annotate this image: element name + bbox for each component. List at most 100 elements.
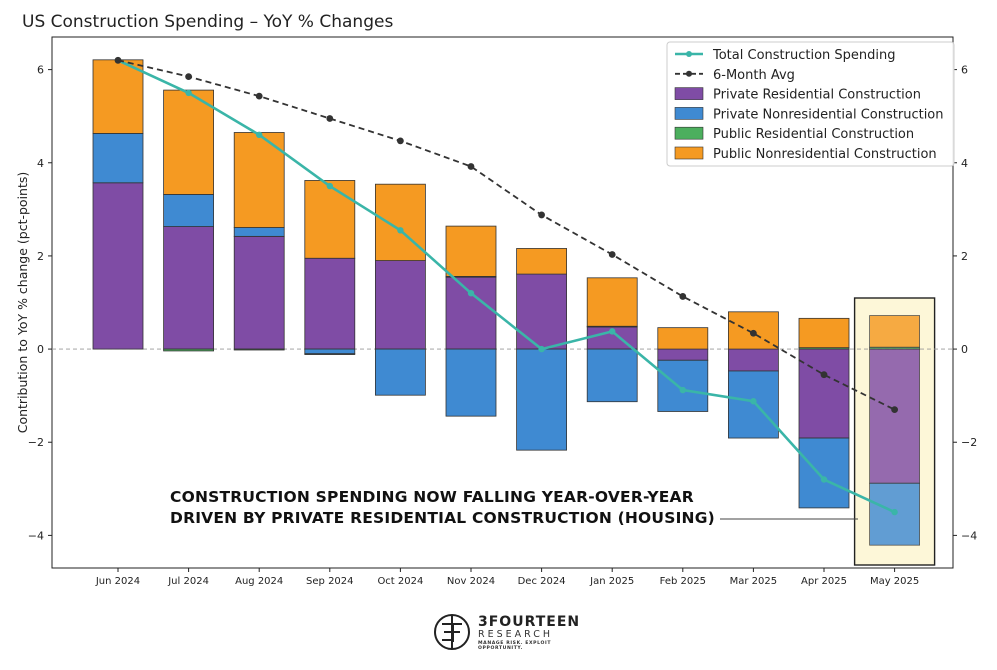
legend-box <box>666 41 955 167</box>
plot-frame <box>51 36 954 569</box>
avg-point <box>891 406 898 414</box>
bar-segment <box>798 317 850 349</box>
avg-point <box>255 92 263 100</box>
avg-point <box>538 211 545 219</box>
bar-segment <box>304 180 356 259</box>
x-tick-label: Aug 2024 <box>235 576 283 587</box>
y-axis-label: Contribution to YoY % change (pct-points… <box>15 172 30 434</box>
avg-point <box>185 73 193 80</box>
legend-label: Private Residential Construction <box>713 88 921 103</box>
logo-name: 3FOURTEEN <box>478 614 581 630</box>
y-tick-label-left: 6 <box>37 64 44 77</box>
total-point <box>326 182 333 190</box>
bar-segment <box>798 348 850 439</box>
avg-line <box>117 59 895 411</box>
bar-segment <box>869 315 920 348</box>
total-point <box>185 89 192 97</box>
total-point <box>256 131 263 139</box>
legend-swatch-bar <box>674 146 704 160</box>
annotation-line-1: CONSTRUCTION SPENDING NOW FALLING YEAR-O… <box>170 488 694 506</box>
legend-swatch-bar <box>674 126 704 140</box>
bars <box>92 59 920 546</box>
x-tick-label: Jul 2024 <box>167 576 209 587</box>
avg-point <box>326 115 334 122</box>
bar-segment <box>586 277 638 327</box>
avg-point <box>467 163 475 170</box>
bar-segment <box>516 273 567 350</box>
logo-tagline: MANAGE RISK. EXPLOIT OPPORTUNITY. <box>478 641 552 651</box>
lines <box>114 56 898 520</box>
bar-segment <box>233 227 285 237</box>
legend-swatch-marker <box>686 51 692 57</box>
logo: 3FOURTEEN RESEARCH MANAGE RISK. EXPLOIT … <box>432 612 592 656</box>
bar-segment <box>657 327 709 350</box>
avg-point <box>679 293 687 300</box>
total-point <box>397 227 404 234</box>
bar-segment <box>304 353 356 355</box>
bar-segment <box>163 89 215 195</box>
x-tick-label: Sep 2024 <box>306 576 353 587</box>
bar-segment <box>374 260 426 350</box>
avg-point <box>114 56 122 64</box>
x-tick-label: Nov 2024 <box>447 576 495 587</box>
legend-swatch-bar <box>674 87 704 100</box>
annotation-text: CONSTRUCTION SPENDING NOW FALLING YEAR-O… <box>170 487 715 529</box>
y-tick-label-left: −2 <box>28 436 44 449</box>
total-point <box>750 398 757 405</box>
x-tick-label: Apr 2025 <box>801 576 847 587</box>
y-tick-label-right: −4 <box>961 529 977 542</box>
x-tick-label: Mar 2025 <box>730 576 778 587</box>
y-tick-label-right: 0 <box>961 343 968 356</box>
total-point <box>609 328 616 335</box>
y-tick-label-left: 4 <box>37 157 44 170</box>
x-tick-label: May 2025 <box>870 576 919 587</box>
bar-segment <box>516 248 567 275</box>
bar-segment <box>163 348 215 352</box>
legend-swatch-bar <box>674 107 704 120</box>
bar-segment <box>728 348 779 372</box>
logo-subtitle: RESEARCH <box>478 629 554 640</box>
avg-point <box>820 371 828 379</box>
y-tick-label-right: 2 <box>961 250 968 263</box>
avg-point <box>750 329 757 337</box>
bar-segment <box>304 257 356 350</box>
bar-segment <box>92 182 144 350</box>
x-tick-label: Dec 2024 <box>518 576 566 587</box>
bar-segment <box>92 59 144 134</box>
bar-segment <box>445 276 497 350</box>
x-tick-label: Feb 2025 <box>660 576 706 587</box>
x-tick-label: Oct 2024 <box>377 576 423 587</box>
bar-segment <box>233 235 285 350</box>
bar-segment <box>163 226 215 350</box>
y-tick-label-left: −4 <box>28 529 44 542</box>
bar-segment <box>516 348 567 451</box>
avg-point <box>608 251 616 258</box>
legend-label: 6-Month Avg <box>713 68 795 83</box>
x-tick-label: Jan 2025 <box>589 576 634 587</box>
bar-segment <box>304 348 356 355</box>
bar-segment <box>657 348 709 361</box>
avg-point <box>397 137 404 145</box>
axes: −4 −4 −2 −2 0 0 2 2 4 4 6 6 Contribution to YoY % ch… <box>15 36 977 587</box>
legend: Total Construction Spending 6-Month Avg Pr… <box>666 41 955 167</box>
bar-segment <box>374 348 426 396</box>
annotation-line-2: DRIVEN BY PRIVATE RESIDENTIAL CONSTRUCTI… <box>170 509 715 527</box>
y-tick-label-right: −2 <box>961 436 977 449</box>
bar-segment <box>445 225 497 277</box>
total-point <box>679 386 686 394</box>
bar-segment <box>586 348 638 403</box>
legend-label: Public Residential Construction <box>713 127 914 142</box>
total-point <box>467 289 475 297</box>
bar-segment <box>657 359 709 412</box>
y-tick-label-right: 4 <box>961 157 968 170</box>
bar-segment <box>233 348 285 351</box>
bar-segment <box>798 437 850 509</box>
bar-segment <box>92 133 144 184</box>
total-line <box>117 59 896 514</box>
legend-label: Private Nonresidential Construction <box>713 107 944 122</box>
total-point <box>891 508 898 516</box>
legend-label: Public Nonresidential Construction <box>713 147 937 162</box>
chart-title: US Construction Spending – YoY % Changes <box>22 12 394 32</box>
y-tick-label-left: 0 <box>37 343 44 356</box>
